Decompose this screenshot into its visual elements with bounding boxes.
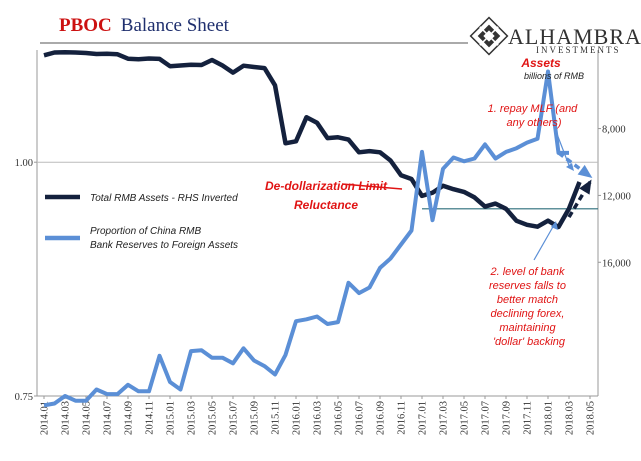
- note-bank-reserves-line6: 'dollar' backing: [493, 336, 566, 348]
- x-tick-label: 2018.05: [586, 401, 597, 435]
- x-tick-label: 2014.07: [103, 401, 114, 435]
- y-right-tick-label: 12,000: [602, 191, 631, 202]
- x-tick-label: 2018.03: [565, 401, 576, 435]
- x-tick-label: 2016.11: [397, 401, 408, 435]
- x-tick-label: 2016.05: [334, 401, 345, 435]
- assets-title: Assets: [520, 56, 561, 70]
- note-bank-reserves-line2: reserves falls to: [489, 280, 566, 292]
- x-tick-label: 2017.03: [439, 401, 450, 435]
- x-tick-label: 2017.11: [523, 401, 534, 435]
- note-bank-reserves-line5: maintaining: [499, 322, 556, 334]
- legend-label-proportion: Proportion of China RMB Bank Reserves to…: [90, 226, 238, 251]
- plot-area: 0.75 1.00 8,000 12,000 16,000 2014.01 2014.03 2…: [15, 49, 631, 435]
- x-tick-label: 2016.01: [292, 401, 303, 435]
- x-tick-label: 2017.09: [502, 401, 513, 435]
- x-tick-label: 2017.07: [481, 401, 492, 435]
- legend-label-proportion-line2: Bank Reserves to Foreign Assets: [90, 240, 238, 251]
- x-tick-label: 2015.01: [166, 401, 177, 435]
- x-tick-label: 2014.11: [145, 401, 156, 435]
- dedollarization-label: De-dollarization Limit: [265, 179, 388, 193]
- x-tick-label: 2015.09: [250, 401, 261, 435]
- y-right-tick-label: 16,000: [602, 258, 631, 269]
- assets-unit: billions of RMB: [524, 71, 584, 81]
- series-line-proportion: [43, 69, 569, 408]
- note1-arrow-icon: [566, 163, 574, 171]
- note-repay-mlf-line2: any others): [506, 117, 561, 129]
- x-tick-label: 2018.01: [544, 401, 555, 435]
- x-tick-label: 2016.09: [376, 401, 387, 435]
- x-tick-label: 2015.03: [187, 401, 198, 435]
- x-tick-label: 2014.01: [40, 401, 51, 435]
- y-left-tick-label: 0.75: [15, 392, 33, 403]
- alhambra-logo: ALHAMBRA INVESTMENTS: [469, 16, 641, 56]
- projection-arrow-down-icon: [577, 164, 593, 178]
- x-tick-label: 2014.05: [82, 401, 93, 435]
- x-tick-label: 2015.05: [208, 401, 219, 435]
- legend-label-proportion-line1: Proportion of China RMB: [90, 226, 201, 237]
- title-pboc: PBOC: [59, 15, 112, 36]
- note1-pointer: [556, 133, 571, 169]
- logo-subtitle: INVESTMENTS: [536, 45, 621, 55]
- x-tick-label: 2014.03: [61, 401, 72, 435]
- annotations: Assets billions of RMB De-dollarization …: [265, 56, 584, 348]
- logo-name: ALHAMBRA: [508, 24, 641, 49]
- note-repay-mlf: 1. repay MLF (and any others): [488, 103, 581, 129]
- x-tick-label: 2016.07: [355, 401, 366, 435]
- title-balance-sheet: Balance Sheet: [121, 15, 230, 36]
- projection-arrow-up-icon: [579, 179, 592, 195]
- x-tick-label: 2017.01: [418, 401, 429, 435]
- y-right-tick-label: 8,000: [602, 125, 626, 136]
- strikethrough-line: [341, 183, 403, 190]
- reluctance-label: Reluctance: [294, 198, 358, 212]
- note-bank-reserves: 2. level of bank reserves falls to bette…: [489, 266, 569, 348]
- logo-diamond-icon: [469, 16, 509, 56]
- legend-label-assets: Total RMB Assets - RHS Inverted: [90, 193, 238, 204]
- legend: Total RMB Assets - RHS Inverted Proporti…: [45, 193, 238, 251]
- series-line-total-assets: [43, 49, 582, 230]
- note-repay-mlf-line1: 1. repay MLF (and: [488, 103, 579, 115]
- x-tick-label: 2015.07: [229, 401, 240, 435]
- note-bank-reserves-line4: declining forex,: [490, 308, 564, 320]
- x-tick-label: 2016.03: [313, 401, 324, 435]
- x-tick-label: 2014.09: [124, 401, 135, 435]
- note2-arrow-icon: [551, 221, 558, 230]
- x-tick-label: 2015.11: [271, 401, 282, 435]
- x-tick-label: 2017.05: [460, 401, 471, 435]
- y-left-tick-label: 1.00: [15, 158, 33, 169]
- note-bank-reserves-line3: better match: [497, 294, 558, 306]
- note2-pointer: [533, 224, 555, 261]
- note-bank-reserves-line1: 2. level of bank: [489, 266, 564, 278]
- chart-title: PBOC Balance Sheet: [59, 15, 230, 36]
